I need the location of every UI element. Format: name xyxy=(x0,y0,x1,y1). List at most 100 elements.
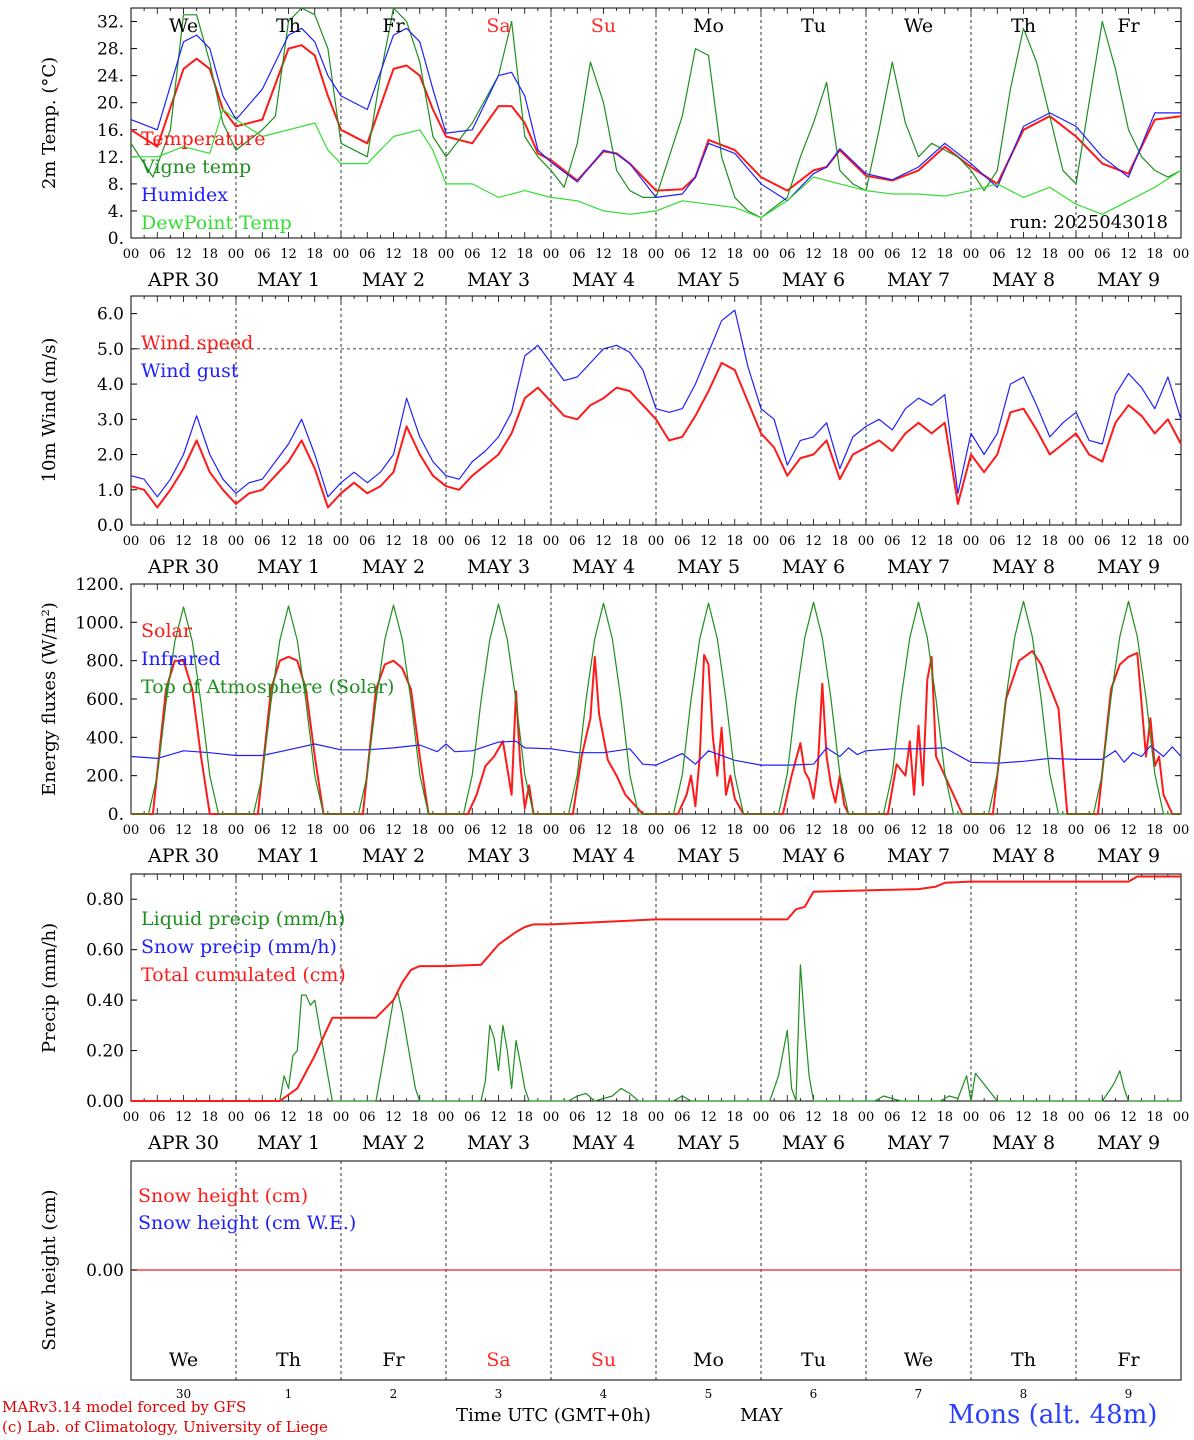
hour-tick-label: 18 xyxy=(1041,1110,1058,1125)
y-tick-label: 0.0 xyxy=(97,516,124,536)
day-number: 30 xyxy=(176,1387,191,1401)
hour-tick-label: 06 xyxy=(674,247,691,262)
day-label: MAY 4 xyxy=(572,556,635,578)
hour-tick-label: 18 xyxy=(1041,534,1058,549)
y-tick-label: 0.00 xyxy=(86,1092,124,1112)
day-label: MAY 6 xyxy=(782,845,845,867)
day-label: MAY 4 xyxy=(572,269,635,291)
y-tick-label: 5.0 xyxy=(97,340,124,360)
hour-tick-label: 00 xyxy=(543,823,560,838)
y-tick-label: 0. xyxy=(108,805,124,825)
hour-tick-label: 18 xyxy=(516,823,533,838)
day-label: APR 30 xyxy=(147,556,219,578)
day-label: MAY 3 xyxy=(467,556,530,578)
weekday-label: Mo xyxy=(693,1349,724,1371)
y-tick-label: 1.0 xyxy=(97,481,124,501)
y-axis-label: 2m Temp. (°C) xyxy=(39,57,60,189)
hour-tick-label: 00 xyxy=(648,1110,665,1125)
day-label: MAY 5 xyxy=(677,269,740,291)
hour-tick-label: 18 xyxy=(726,823,743,838)
hour-tick-label: 12 xyxy=(1015,823,1032,838)
hour-tick-label: 12 xyxy=(595,247,612,262)
hour-tick-label: 00 xyxy=(1068,1110,1085,1125)
hour-tick-label: 18 xyxy=(831,534,848,549)
series-line xyxy=(131,600,1181,815)
hour-tick-label: 18 xyxy=(516,534,533,549)
hour-tick-label: 00 xyxy=(228,1110,245,1125)
hour-tick-label: 00 xyxy=(858,1110,875,1125)
hour-tick-label: 00 xyxy=(543,534,560,549)
hour-tick-label: 18 xyxy=(411,534,428,549)
day-label: MAY 5 xyxy=(677,845,740,867)
hour-tick-label: 18 xyxy=(201,247,218,262)
y-tick-label: 0.80 xyxy=(86,890,124,910)
legend-entry: Humidex xyxy=(141,184,228,206)
hour-tick-label: 12 xyxy=(1015,534,1032,549)
hour-tick-label: 06 xyxy=(884,247,901,262)
y-tick-label: 16. xyxy=(97,121,124,141)
hour-tick-label: 12 xyxy=(805,1110,822,1125)
hour-tick-label: 00 xyxy=(228,247,245,262)
hour-tick-label: 12 xyxy=(280,1110,297,1125)
hour-tick-label: 06 xyxy=(569,823,586,838)
day-label: MAY 3 xyxy=(467,845,530,867)
hour-tick-label: 00 xyxy=(333,247,350,262)
hour-tick-label: 18 xyxy=(1146,1110,1163,1125)
hour-tick-label: 18 xyxy=(1041,823,1058,838)
lab-credit: (c) Lab. of Climatology, University of L… xyxy=(2,1418,328,1436)
hour-tick-label: 00 xyxy=(543,247,560,262)
hour-tick-label: 12 xyxy=(805,823,822,838)
day-label: MAY 3 xyxy=(467,269,530,291)
hour-tick-label: 06 xyxy=(779,534,796,549)
hour-tick-label: 06 xyxy=(359,247,376,262)
day-label: MAY 1 xyxy=(257,845,320,867)
hour-tick-label: 18 xyxy=(621,823,638,838)
hour-tick-label: 00 xyxy=(858,247,875,262)
hour-tick-label: 00 xyxy=(648,247,665,262)
hour-tick-label: 06 xyxy=(884,534,901,549)
hour-tick-label: 12 xyxy=(910,1110,927,1125)
hour-tick-label: 00 xyxy=(753,1110,770,1125)
day-label: MAY 1 xyxy=(257,556,320,578)
hour-tick-label: 12 xyxy=(175,247,192,262)
hour-tick-label: 00 xyxy=(648,534,665,549)
hour-tick-label: 00 xyxy=(753,823,770,838)
day-number: 9 xyxy=(1125,1387,1133,1401)
hour-tick-label: 06 xyxy=(569,534,586,549)
hour-tick-label: 12 xyxy=(595,534,612,549)
y-axis-label: Snow height (cm) xyxy=(39,1189,60,1350)
hour-tick-label: 18 xyxy=(936,247,953,262)
day-label: MAY 1 xyxy=(257,1132,320,1154)
day-number: 4 xyxy=(600,1387,608,1401)
weekday-label: Su xyxy=(591,1349,616,1371)
hour-tick-label: 18 xyxy=(621,247,638,262)
hour-tick-label: 12 xyxy=(595,823,612,838)
day-label: MAY 7 xyxy=(887,269,950,291)
legend-entry: Wind speed xyxy=(141,332,253,354)
day-label: MAY 4 xyxy=(572,845,635,867)
legend-entry: Solar xyxy=(141,620,193,642)
hour-tick-label: 00 xyxy=(333,534,350,549)
hour-tick-label: 06 xyxy=(254,534,271,549)
hour-tick-label: 12 xyxy=(700,534,717,549)
hour-tick-label: 18 xyxy=(1146,534,1163,549)
hour-tick-label: 12 xyxy=(700,247,717,262)
hour-tick-label: 00 xyxy=(1068,247,1085,262)
hour-tick-label: 18 xyxy=(306,247,323,262)
hour-tick-label: 06 xyxy=(254,1110,271,1125)
day-number: 1 xyxy=(285,1387,293,1401)
time-axis-label: Time UTC (GMT+0h) xyxy=(456,1405,651,1426)
legend-entry: Snow precip (mm/h) xyxy=(141,936,337,958)
y-tick-label: 2.0 xyxy=(97,446,124,466)
hour-tick-label: 00 xyxy=(753,534,770,549)
legend-entry: Infrared xyxy=(141,648,221,670)
station-label: Mons (alt. 48m) xyxy=(948,1400,1158,1430)
hour-tick-label: 12 xyxy=(700,1110,717,1125)
legend-entry: Temperature xyxy=(141,128,265,150)
series-line xyxy=(131,108,1182,219)
weekday-label: Mo xyxy=(693,15,724,37)
weekday-label: We xyxy=(904,1349,933,1371)
y-axis-label: Energy fluxes (W/m²) xyxy=(39,602,60,796)
hour-tick-label: 00 xyxy=(1173,534,1190,549)
month-label: MAY xyxy=(740,1405,783,1426)
